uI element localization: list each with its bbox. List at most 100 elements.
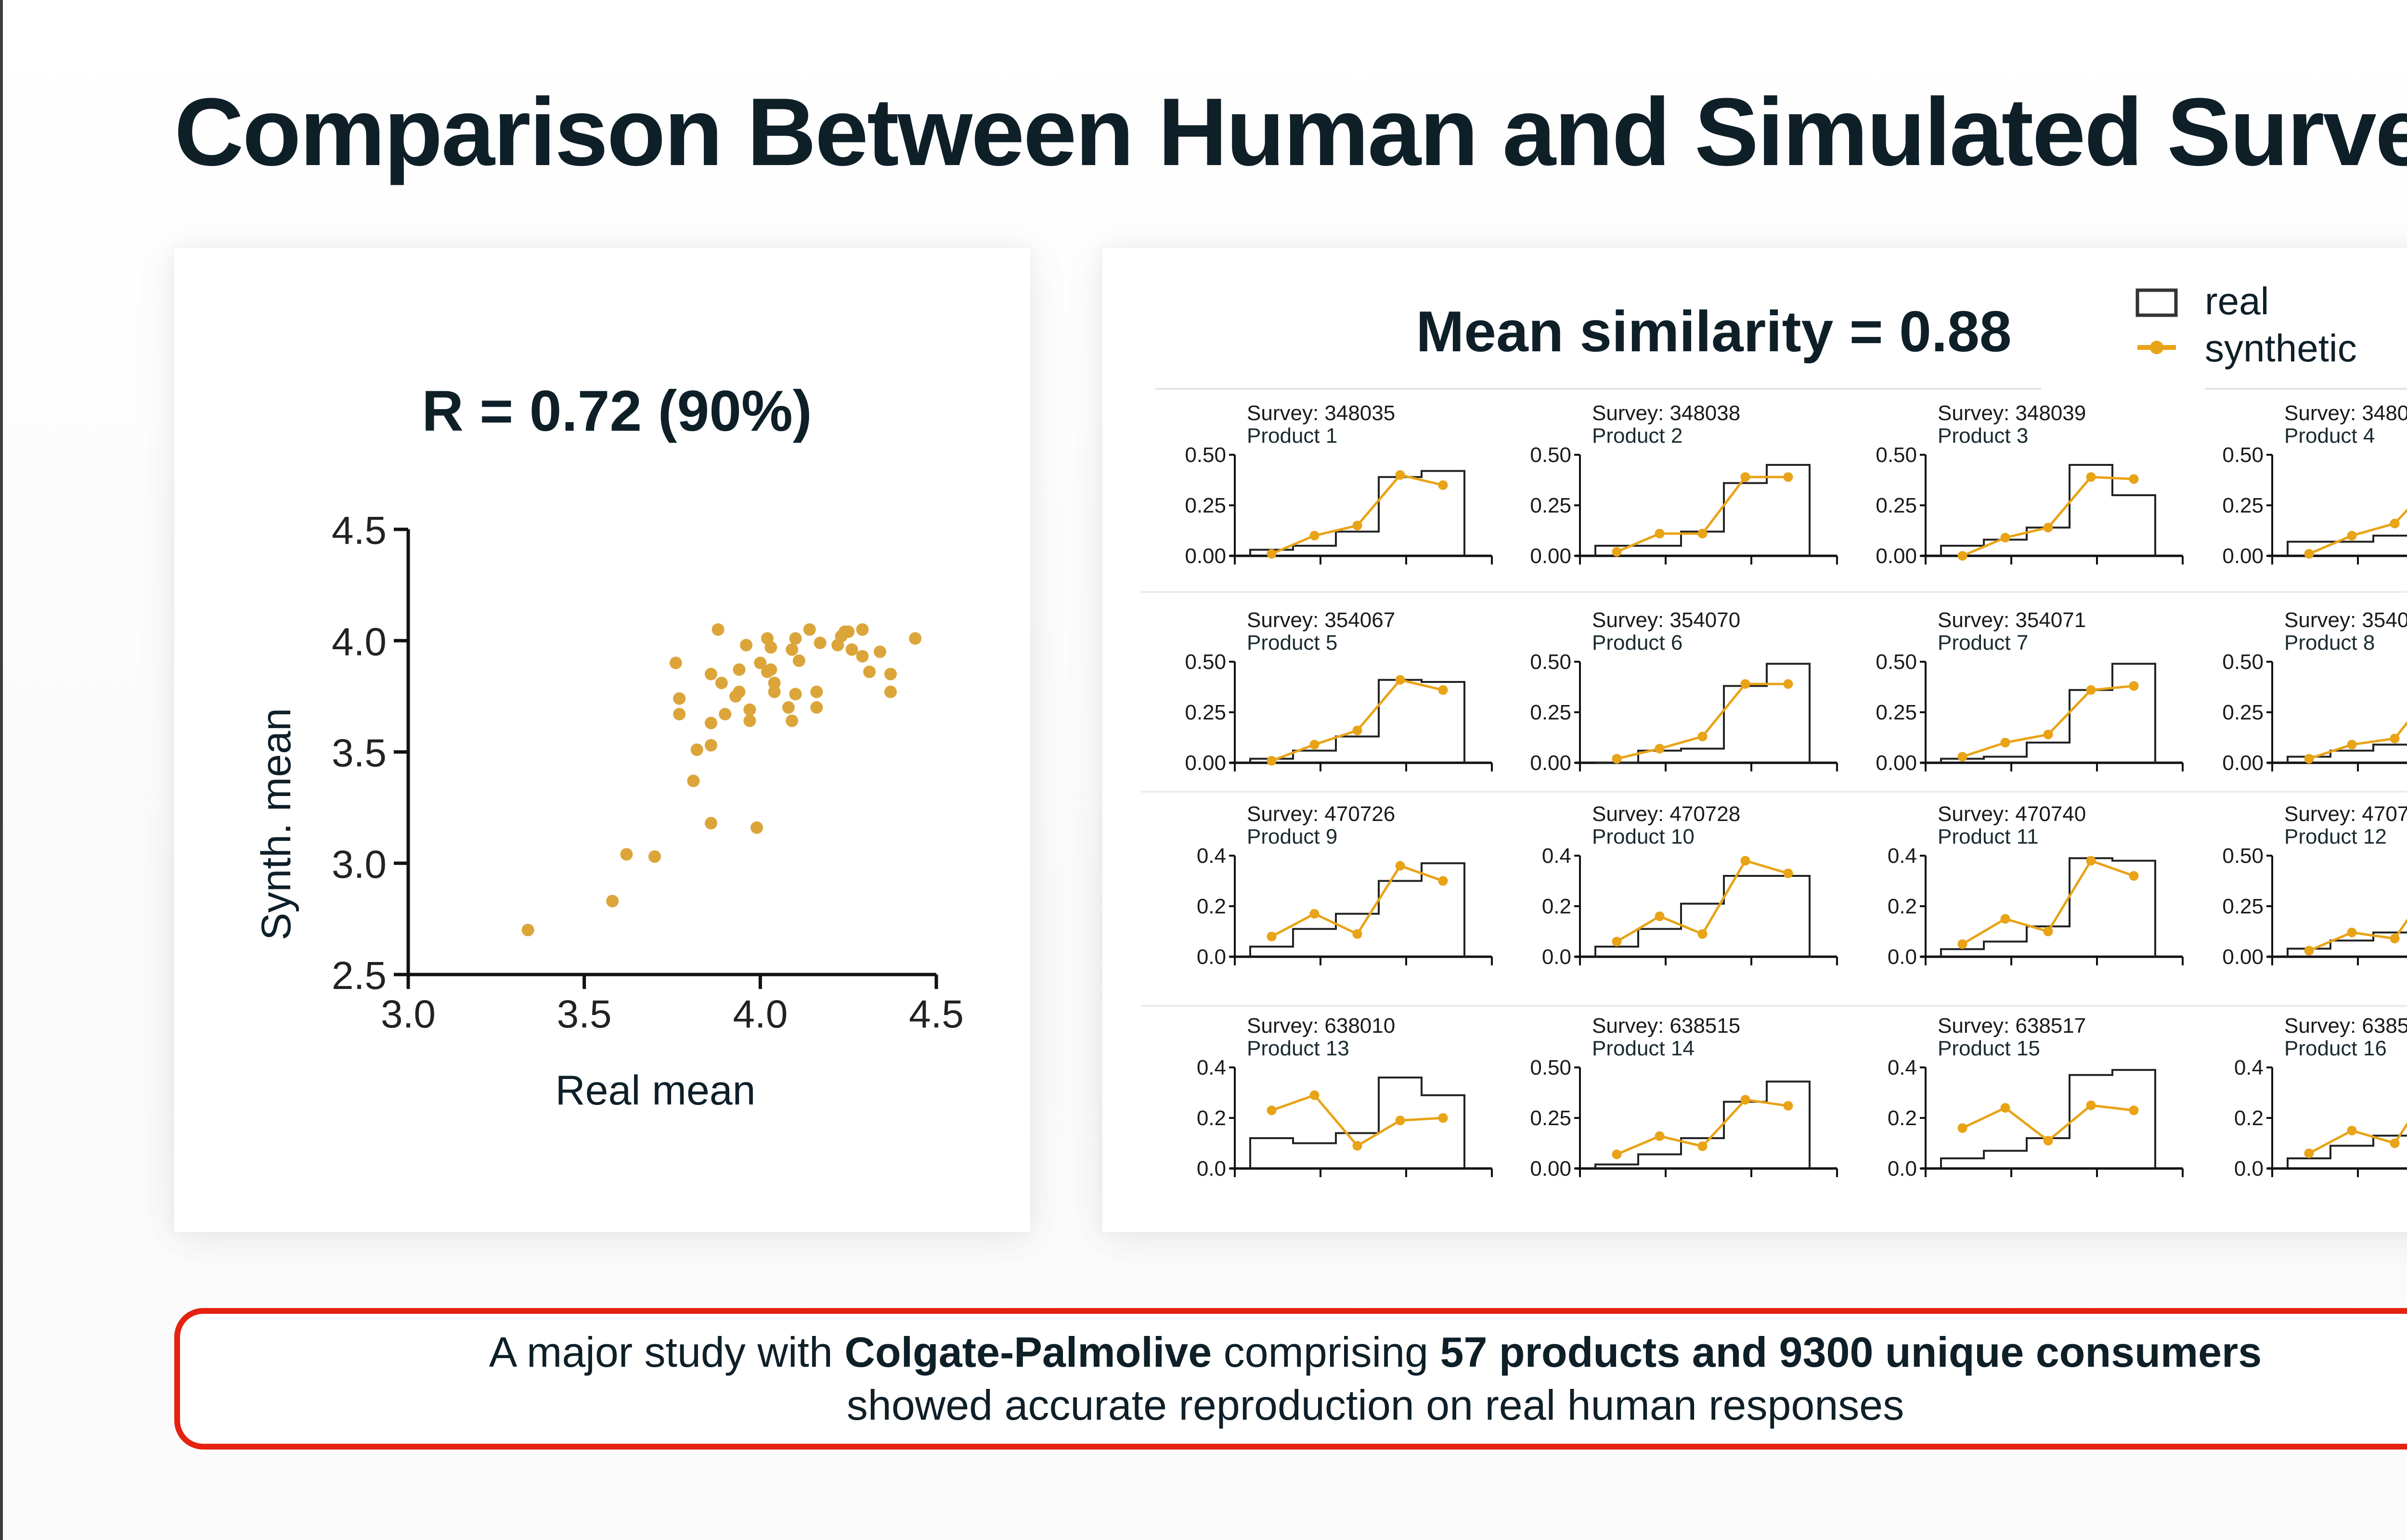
subplot-y-tick-label: 0.0 [1542,945,1571,969]
y-tick-label: 2.5 [332,954,387,998]
synthetic-marker [1655,528,1665,539]
subplot-y-tick-label: 0.0 [1888,945,1917,969]
scatter-point [704,739,717,752]
subplot: Survey: 470742Product 12 0.00 0.25 0.50 [2222,802,2407,969]
real-histogram [1249,470,1465,556]
synthetic-marker [1438,685,1448,695]
scatter-point [768,677,781,690]
subplot-y-tick-label: 0.50 [1530,1056,1571,1079]
subplot-y-tick-label: 0.25 [1185,494,1226,517]
scatter-point [690,743,703,756]
synthetic-line [1616,475,1788,553]
synthetic-marker [2129,681,2139,691]
synthetic-marker [1352,929,1362,939]
subplot-product-label: Product 5 [1247,631,1337,654]
scatter-point [786,643,799,656]
legend-synthetic-label: synthetic [2205,327,2357,370]
subplot-product-label: Product 3 [1938,424,2028,448]
subplot-y-tick-label: 0.50 [1185,650,1226,674]
real-histogram [1594,1080,1811,1168]
synthetic-marker [1697,732,1708,742]
subplot-y-tick-label: 0.2 [1888,1106,1917,1130]
subplot-y-tick-label: 0.00 [1530,1157,1571,1181]
synthetic-marker [2086,685,2096,695]
scatter-point [863,666,876,678]
subplot-survey-label: Survey: 348038 [1592,401,1740,425]
synthetic-marker [1267,756,1277,766]
scatter-point [856,623,869,636]
subplot-survey-label: Survey: 638517 [1938,1014,2086,1038]
synthetic-marker [2390,733,2400,744]
callout-line-2: showed accurate reproduction on real hum… [846,1381,1904,1429]
y-axis-label: Synth. mean [253,708,299,940]
synthetic-marker [1740,1095,1750,1105]
synthetic-marker [1395,470,1405,480]
scatter-point [754,656,767,669]
subplot-survey-label: Survey: 354067 [1247,608,1395,632]
real-histogram [1249,1077,1465,1168]
synthetic-marker [2000,914,2010,924]
subplot-survey-label: Survey: 470728 [1592,802,1740,826]
scatter-point [687,774,700,787]
subplot: Survey: 638521Product 16 0.0 0.2 0.4 [2234,1014,2407,1181]
synthetic-marker [1740,472,1750,482]
subplot-y-tick-label: 0.25 [2222,895,2264,918]
subplot: Survey: 354072Product 8 0.00 0.25 0.50 [2222,608,2407,775]
subplot-y-tick-label: 0.25 [2222,701,2264,724]
x-axis-label: Real mean [556,1067,756,1114]
synthetic-marker [1267,1105,1277,1116]
scatter-point [909,632,922,645]
synthetic-marker [2347,927,2357,937]
synthetic-marker [2304,946,2314,956]
scatter-point [719,707,732,720]
scatter-point [782,701,795,714]
synthetic-marker [1697,929,1708,939]
subplot-survey-label: Survey: 470726 [1247,802,1395,826]
subplot-y-tick-label: 0.50 [1876,650,1917,674]
x-tick-label: 3.0 [381,992,436,1036]
subplot-y-tick-label: 0.50 [1530,650,1571,674]
synthetic-marker [2390,518,2400,528]
synthetic-marker [2390,1138,2400,1148]
scatter-title: R = 0.72 (90%) [422,379,812,443]
scatter-point [712,623,725,636]
synthetic-marker [1438,876,1448,886]
y-tick-label: 4.5 [332,509,387,552]
histogram-title: Mean similarity = 0.88 [1416,299,2011,364]
subplot-y-tick-label: 0.50 [2222,443,2264,467]
real-histogram [2287,1134,2407,1168]
synthetic-marker [2304,1148,2314,1158]
synthetic-marker [2129,871,2139,881]
callout-text-part: A major study with [489,1328,845,1376]
subplot-y-tick-label: 0.00 [2222,945,2264,969]
real-histogram [1249,862,1465,957]
subplot-survey-label: Survey: 348035 [1247,401,1395,425]
subplot-y-tick-label: 0.00 [1185,751,1226,775]
synthetic-marker [1740,679,1750,689]
subplot-survey-label: Survey: 348040 [2284,401,2407,425]
synthetic-marker [1612,1149,1622,1159]
synthetic-marker [2000,738,2010,747]
subplot-survey-label: Survey: 354071 [1938,608,2086,632]
synthetic-marker [1697,528,1708,539]
synthetic-marker [2390,934,2400,944]
subplot-y-tick-label: 0.25 [2222,494,2264,517]
subplot-product-label: Product 8 [2284,631,2375,654]
subplot-product-label: Product 6 [1592,631,1682,654]
synthetic-marker [1612,547,1622,557]
subplot-survey-label: Survey: 470740 [1938,802,2086,826]
synthetic-marker [2304,754,2314,764]
subplot-product-label: Product 10 [1592,825,1695,848]
synthetic-line [2308,721,2407,760]
synthetic-line [1271,1093,1443,1147]
subplot-y-tick-label: 0.0 [1888,1157,1917,1181]
scatter-point [673,692,686,705]
real-histogram [1594,875,1811,957]
synthetic-marker [1957,939,1967,949]
synthetic-marker [1352,725,1362,735]
synthetic-marker [1267,932,1277,941]
